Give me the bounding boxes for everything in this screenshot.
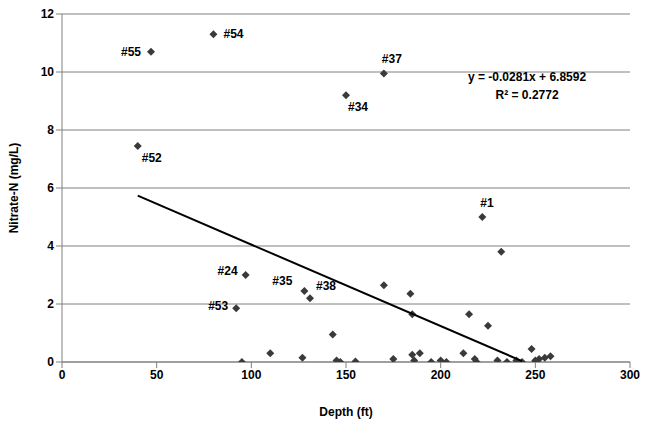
svg-text:100: 100 [241,368,261,382]
svg-text:Nitrate-N (mg/L): Nitrate-N (mg/L) [8,143,21,234]
svg-text:300: 300 [620,368,640,382]
html-text:R² = 0.2772: R² = 0.2772 [495,88,559,102]
svg-text:#52: #52 [142,151,162,165]
svg-text:200: 200 [431,368,451,382]
svg-text:#38: #38 [316,279,336,293]
html-text:y = -0.0281x + 6.8592: y = -0.0281x + 6.8592 [468,70,587,84]
svg-text:6: 6 [47,181,54,195]
svg-text:12: 12 [41,7,55,21]
svg-text:#24: #24 [218,264,238,278]
svg-text:2: 2 [47,297,54,311]
svg-text:#37: #37 [382,52,402,66]
svg-text:0: 0 [59,368,66,382]
svg-text:8: 8 [47,123,54,137]
svg-text:Depth (ft): Depth (ft) [319,405,372,419]
svg-text:150: 150 [336,368,356,382]
svg-text:50: 50 [150,368,164,382]
svg-text:#34: #34 [348,100,368,114]
svg-text:#35: #35 [272,274,292,288]
svg-text:10: 10 [41,65,55,79]
svg-text:250: 250 [525,368,545,382]
svg-text:#55: #55 [121,45,141,59]
svg-text:#54: #54 [223,27,243,41]
svg-text:#1: #1 [480,196,494,210]
svg-text:#53: #53 [208,299,228,313]
svg-text:0: 0 [47,355,54,369]
svg-text:4: 4 [47,239,54,253]
